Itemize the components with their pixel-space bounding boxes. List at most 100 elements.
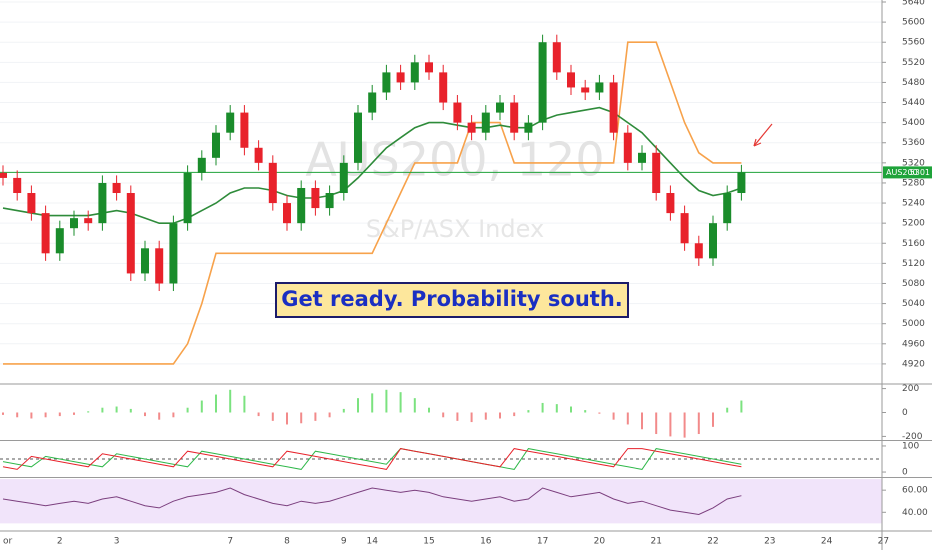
candle-body [254,147,263,163]
histogram-bar [101,407,104,413]
histogram-bar [328,412,331,418]
histogram-bar [712,412,714,427]
y-tick-label: 5120 [902,259,925,269]
x-tick-label: 9 [341,537,347,547]
candle-body [666,193,675,214]
histogram-bar [30,412,33,419]
candle-body [311,187,320,209]
candle-body [595,82,604,93]
histogram-bar [484,412,487,420]
histogram-bar [58,412,61,417]
y-tick-label: 0 [902,468,908,478]
histogram-bar [385,389,388,413]
y-tick-label: 4920 [902,359,925,369]
watermark-title: AUS200, 120 [305,133,604,187]
candle-body [524,122,533,133]
histogram-bar [442,412,445,418]
grid-layer [0,1,882,524]
candle-body [453,102,462,123]
candle-body [609,82,618,133]
histogram-bar [641,412,643,430]
candle-body [439,72,448,103]
candle-body [297,187,306,224]
candle-body [155,248,164,284]
candle-body [240,112,249,148]
candle-body [396,72,405,83]
histogram-bar [584,410,587,413]
candle-body [567,72,575,88]
candle-body [27,193,36,214]
x-tick-label: 22 [707,537,718,547]
y-tick-label: 100 [902,441,919,451]
candle-body [183,172,192,224]
histogram-bar [726,407,729,413]
annotation-box [275,282,629,318]
histogram-bar [172,412,175,418]
x-tick-label: 14 [366,537,378,547]
candle-body [84,218,93,224]
histogram-bar [527,410,530,413]
x-tick-label: 8 [284,537,290,547]
arrow [753,123,773,147]
histogram-bar [456,412,459,421]
histogram-bar [129,408,132,413]
histogram-bar [2,412,4,415]
candle-body [680,213,689,244]
y-tick-label: 5000 [902,319,925,329]
band [0,479,882,524]
histogram-bar [541,402,544,413]
candle-body [13,177,22,194]
y-tick-label: 60.00 [902,486,928,496]
candle-body [467,122,476,133]
annotation: Get ready. Probability south. [281,287,623,311]
histogram-bar [243,395,246,413]
y-tick-label: 5480 [902,78,925,88]
histogram-bar [740,400,743,413]
histogram-bar [115,406,118,413]
candle-body [709,223,717,259]
histogram-bar [470,412,473,423]
y-tick-label: 5080 [902,279,925,289]
x-tick-label: 21 [650,537,661,547]
candle-body [283,203,291,224]
candle-body [581,87,590,93]
histogram-bar [73,412,75,415]
y-tick-label: 5320 [902,158,925,168]
marks-layer [0,34,882,516]
x-tick-label: 23 [764,537,775,547]
histogram-bar [229,389,232,413]
candle-body [694,243,703,259]
line [3,41,742,365]
histogram-bar [286,412,288,425]
y-tick-label: 5040 [902,299,925,309]
histogram-bar [314,412,317,421]
histogram-bar [257,412,260,417]
candle-body [410,62,419,83]
candle-body [212,132,220,158]
histogram-bar [200,400,203,413]
candle-body [382,72,391,93]
candle-body [638,152,646,163]
candle-body [268,162,277,204]
candle-body [496,102,504,113]
x-tick-label: 16 [480,537,492,547]
histogram-bar [399,392,402,413]
candle-body [112,182,121,194]
last-price-label: 5301 [910,168,930,177]
y-tick-label: 200 [902,384,919,394]
histogram-bar [186,407,189,413]
y-tick-label: 4960 [902,339,925,349]
histogram-bar [215,394,217,413]
x-tick-label: 7 [227,537,233,547]
histogram-bar [626,412,629,425]
histogram-bar [158,412,161,420]
y-tick-label: 5560 [902,38,925,48]
candle-body [623,132,632,163]
x-tick-label: 17 [537,537,548,547]
histogram-bar [87,411,90,413]
histogram-bar [144,412,146,417]
y-tick-label: 5520 [902,58,925,68]
y-tick-label: -200 [902,432,923,442]
y-tick-label: 5240 [902,199,925,209]
histogram-bar [44,412,47,418]
